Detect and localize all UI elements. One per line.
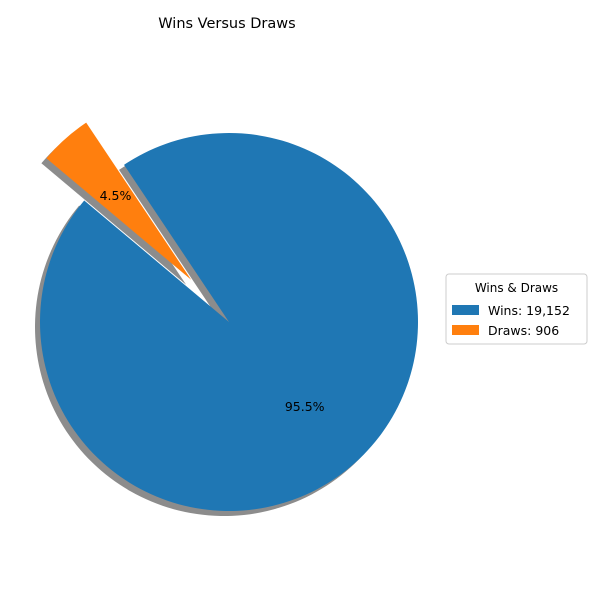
legend: Wins & Draws Wins: 19,152 Draws: 906 — [445, 273, 588, 345]
legend-items: Wins: 19,152 Draws: 906 — [452, 303, 570, 338]
legend-frame — [445, 273, 588, 345]
pie-percent-label-wins: 95.5% — [285, 399, 325, 414]
chart-title: Wins Versus Draws — [158, 16, 295, 32]
legend-title: Wins & Draws — [475, 281, 558, 295]
label-layer: 95.5% 4.5% — [100, 188, 325, 414]
legend-label-draws: Draws: 906 — [488, 323, 559, 338]
legend-swatch-wins — [452, 305, 479, 315]
pie-percent-label-draws: 4.5% — [100, 188, 132, 203]
legend-label-wins: Wins: 19,152 — [488, 303, 570, 318]
pie-slice-wins — [40, 132, 419, 511]
legend-swatch-draws — [452, 325, 479, 335]
pie-slice-draws — [46, 122, 192, 280]
slice-layer — [40, 122, 419, 511]
